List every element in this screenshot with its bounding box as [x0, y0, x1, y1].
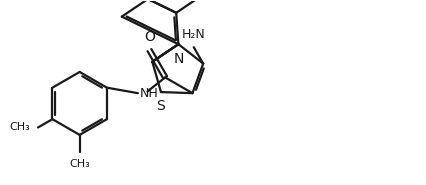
Text: NH: NH — [140, 87, 159, 100]
Text: CH₃: CH₃ — [69, 159, 90, 169]
Text: CH₃: CH₃ — [9, 122, 30, 132]
Text: O: O — [144, 30, 155, 44]
Text: N: N — [174, 52, 184, 66]
Text: H₂N: H₂N — [182, 28, 206, 41]
Text: S: S — [156, 100, 164, 113]
